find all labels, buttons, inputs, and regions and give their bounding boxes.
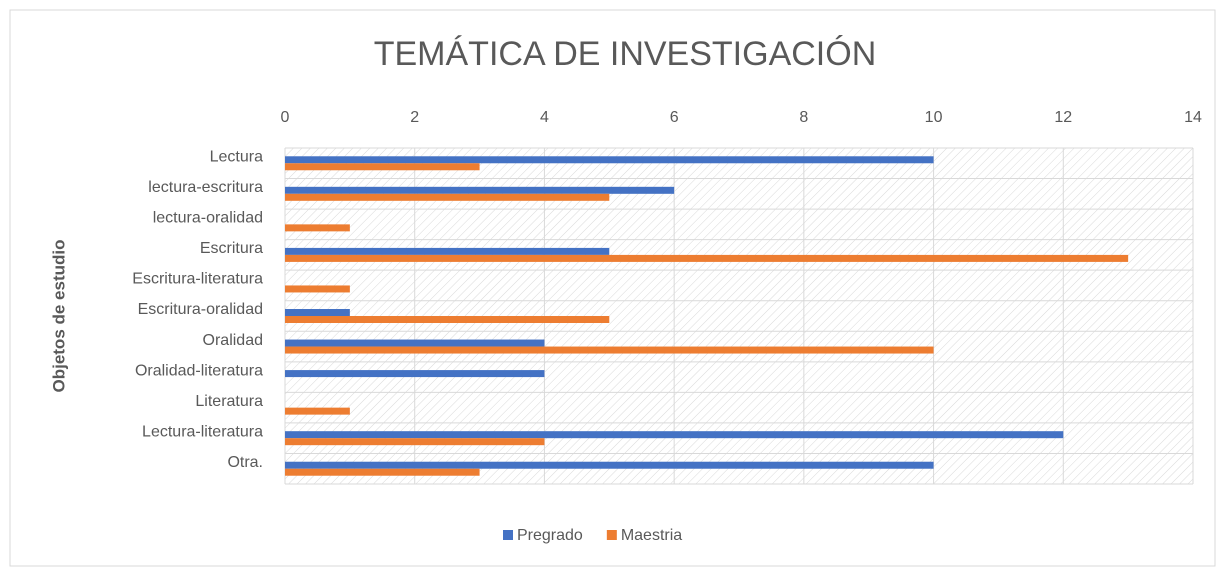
x-tick-label: 6: [670, 109, 679, 126]
bar: [285, 346, 934, 354]
legend-label: Maestria: [621, 527, 682, 544]
y-tick-label: Oralidad: [203, 332, 263, 349]
x-tick-label: 10: [925, 109, 943, 126]
bar: [285, 254, 1129, 262]
x-tick-label: 0: [281, 109, 290, 126]
bar: [285, 247, 610, 255]
bar: [285, 407, 350, 415]
x-tick-label: 4: [540, 109, 549, 126]
y-tick-label: Lectura: [210, 148, 263, 165]
x-tick-label: 14: [1184, 109, 1202, 126]
legend-swatch: [503, 530, 513, 540]
legend-swatch: [606, 530, 617, 540]
y-tick-label: Literatura: [195, 393, 263, 410]
bar: [285, 370, 545, 378]
y-tick-label: Lectura-literatura: [142, 423, 263, 440]
x-tick-label: 12: [1054, 109, 1072, 126]
bar: [285, 438, 545, 446]
bar: [285, 309, 350, 316]
x-tick-label: 2: [410, 109, 419, 126]
bar: [285, 461, 934, 469]
legend-label: Pregrado: [517, 527, 583, 544]
y-tick-label: Otra.: [227, 454, 263, 471]
y-tick-label: Oralidad-literatura: [135, 362, 263, 379]
bar: [285, 156, 934, 164]
bar: [285, 285, 350, 293]
bar: [285, 193, 610, 201]
bar: [285, 316, 610, 323]
y-tick-label: lectura-escritura: [148, 179, 263, 196]
bar: [285, 339, 545, 347]
x-tick-label: 8: [799, 109, 808, 126]
bar: [285, 186, 675, 194]
y-axis-label: Objetos de estudio: [49, 239, 68, 392]
y-tick-label: Escritura: [200, 240, 263, 257]
bar: [285, 468, 480, 476]
y-tick-label: Escritura-literatura: [132, 271, 263, 288]
bar: [285, 224, 350, 232]
y-tick-label: Escritura-oralidad: [138, 301, 263, 318]
bar: [285, 163, 480, 171]
y-tick-label: lectura-oralidad: [153, 210, 263, 227]
chart-title: TEMÁTICA DE INVESTIGACIÓN: [374, 35, 877, 73]
bar: [285, 431, 1064, 439]
